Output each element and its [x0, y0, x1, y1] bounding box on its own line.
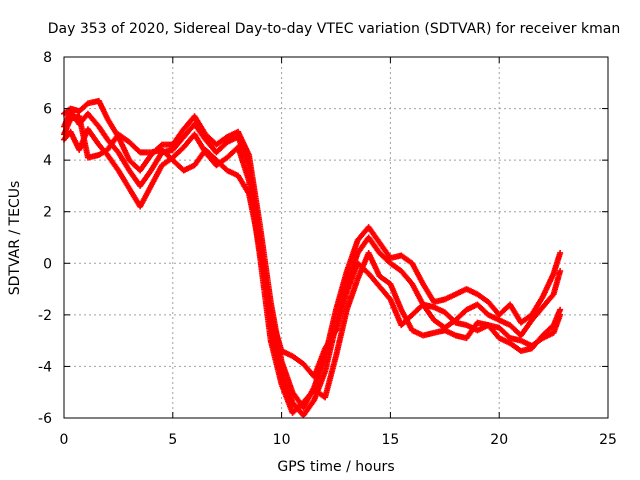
x-tick-label: 10 — [273, 432, 291, 448]
data-point — [557, 249, 564, 256]
y-tick-label: 8 — [43, 50, 52, 66]
y-tick-label: 6 — [43, 102, 52, 118]
series-track-4 — [61, 113, 564, 380]
axis-ticks: 0 5 10 15 20 25 -6 -4 -2 0 2 4 6 8 — [38, 50, 617, 448]
y-tick-label: -4 — [38, 359, 52, 375]
x-tick-label: 25 — [599, 432, 617, 448]
y-tick-label: 0 — [43, 256, 52, 272]
y-tick-label: 2 — [43, 205, 52, 221]
y-tick-label: -2 — [38, 308, 52, 324]
data-point — [557, 268, 564, 275]
data-point — [557, 306, 564, 313]
x-tick-label: 20 — [490, 432, 508, 448]
y-tick-label: -6 — [38, 411, 52, 427]
plot-frame — [63, 56, 609, 419]
x-tick-label: 5 — [168, 432, 177, 448]
x-axis-label: GPS time / hours — [277, 459, 394, 475]
y-tick-label: 4 — [43, 153, 52, 169]
data-points — [61, 97, 564, 419]
x-tick-label: 0 — [60, 432, 69, 448]
x-tick-label: 15 — [381, 432, 399, 448]
chart-title: Day 353 of 2020, Sidereal Day-to-day VTE… — [48, 21, 620, 37]
data-point — [557, 311, 564, 318]
y-axis-label: SDTVAR / TECUs — [7, 181, 23, 296]
